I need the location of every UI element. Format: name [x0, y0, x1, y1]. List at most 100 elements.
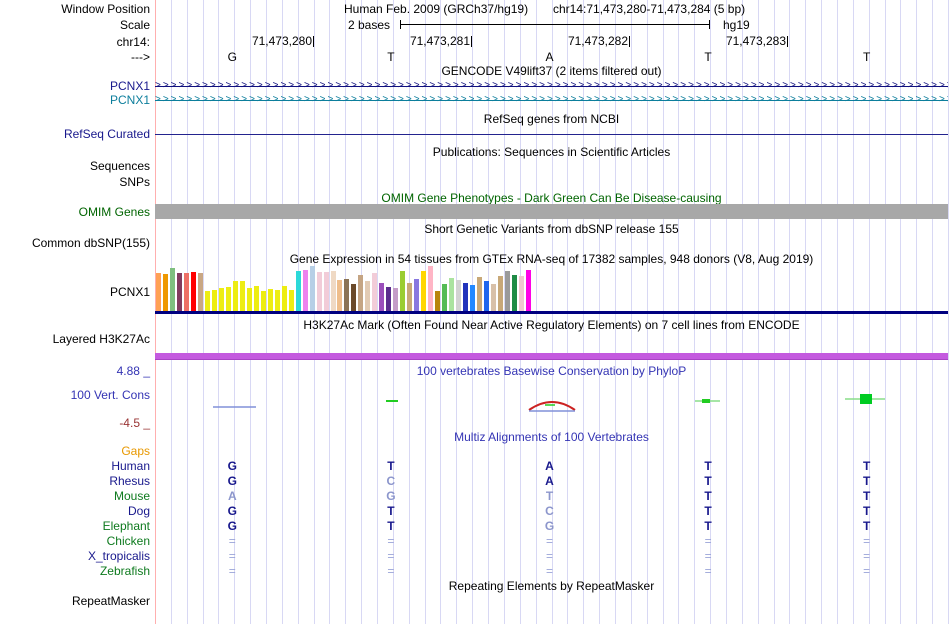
gtex-tissue-bar[interactable] [393, 288, 399, 311]
gtex-tissue-bar[interactable] [169, 268, 175, 311]
gtex-tissue-bar[interactable] [407, 283, 413, 311]
gtex-tissue-bar[interactable] [162, 274, 168, 311]
gtex-tissue-bar[interactable] [295, 271, 301, 311]
refseq-track-title[interactable]: RefSeq genes from NCBI [483, 112, 620, 126]
gtex-tissue-bar[interactable] [379, 283, 385, 311]
gtex-tissue-bar[interactable] [260, 291, 266, 311]
species-label[interactable]: Rhesus [109, 474, 150, 488]
multiz-species-row[interactable]: Human G T A T T [0, 459, 950, 474]
species-label[interactable]: Elephant [102, 519, 150, 533]
gtex-tissue-bar[interactable] [330, 271, 336, 311]
gtex-tissue-bar[interactable] [183, 273, 189, 311]
gtex-tissue-bar[interactable] [365, 281, 371, 311]
gtex-tissue-bar[interactable] [211, 290, 217, 311]
gtex-tissue-bar[interactable] [518, 276, 524, 311]
gaps-label[interactable]: Gaps [121, 444, 150, 458]
species-label[interactable]: Chicken [106, 534, 150, 548]
gtex-baseline[interactable] [155, 311, 948, 314]
gtex-tissue-bar[interactable] [386, 287, 392, 311]
omim-gene-bar[interactable] [155, 204, 948, 219]
layered-h3k27ac-label[interactable]: Layered H3K27Ac [52, 332, 150, 346]
gtex-tissue-bar[interactable] [477, 277, 483, 311]
gtex-tissue-bar[interactable] [225, 287, 231, 311]
gtex-tissue-bar[interactable] [525, 270, 531, 311]
gtex-tissue-bar[interactable] [274, 290, 280, 311]
gencode-gene-label[interactable]: PCNX1 [109, 79, 150, 93]
conservation-track[interactable] [155, 392, 948, 418]
gtex-tissue-bar[interactable] [428, 266, 434, 311]
gtex-tissue-bar[interactable] [156, 273, 161, 311]
repeatmasker-label[interactable]: RepeatMasker [71, 594, 150, 608]
h3k27ac-signal-bar[interactable] [155, 353, 948, 360]
gtex-gene-label[interactable]: PCNX1 [109, 285, 150, 299]
gtex-tissue-bar[interactable] [309, 266, 315, 311]
gtex-tissue-bar[interactable] [484, 281, 490, 311]
multiz-species-row[interactable]: Rhesus G C A T T [0, 474, 950, 489]
phylop-track-title[interactable]: 100 vertebrates Basewise Conservation by… [416, 364, 687, 378]
gtex-tissue-bar[interactable] [239, 281, 245, 311]
gtex-tissue-bar[interactable] [197, 273, 203, 311]
gtex-tissue-bar[interactable] [456, 280, 462, 311]
gtex-tissue-bar[interactable] [400, 271, 406, 311]
gtex-tissue-bar[interactable] [511, 275, 517, 311]
h3k27ac-track-title[interactable]: H3K27Ac Mark (Often Found Near Active Re… [303, 318, 800, 332]
publications-track-title[interactable]: Publications: Sequences in Scientific Ar… [432, 145, 671, 159]
gtex-tissue-bar[interactable] [253, 286, 259, 311]
gtex-tissue-bar[interactable] [323, 272, 329, 311]
multiz-species-row[interactable]: Mouse A G T T T [0, 489, 950, 504]
gtex-tissue-bar[interactable] [337, 280, 343, 311]
gtex-tissue-bar[interactable] [232, 281, 238, 311]
gencode-transcript-line[interactable]: >>>>>>>>>>>>>>>>>>>>>>>>>>>>>>>>>>>>>>>>… [155, 94, 948, 106]
gtex-track-title[interactable]: Gene Expression in 54 tissues from GTEx … [289, 252, 814, 266]
gtex-tissue-bar[interactable] [344, 279, 350, 311]
gencode-track-title[interactable]: GENCODE V49lift37 (2 items filtered out) [441, 64, 662, 78]
multiz-species-row[interactable]: Zebrafish = = = = = [0, 564, 950, 579]
gtex-tissue-bar[interactable] [190, 272, 196, 311]
species-label[interactable]: Zebrafish [99, 564, 150, 578]
gtex-tissue-bar[interactable] [414, 279, 420, 311]
gtex-tissue-bar[interactable] [358, 275, 364, 311]
snps-label[interactable]: SNPs [119, 175, 150, 189]
gtex-tissue-bar[interactable] [463, 283, 469, 311]
gtex-tissue-bar[interactable] [204, 291, 210, 311]
coordinate-tick [471, 36, 472, 47]
species-label[interactable]: Mouse [113, 489, 150, 503]
vert-cons-label[interactable]: 100 Vert. Cons [70, 388, 150, 402]
gtex-tissue-bar[interactable] [246, 288, 252, 311]
gencode-transcript-line[interactable]: >>>>>>>>>>>>>>>>>>>>>>>>>>>>>>>>>>>>>>>>… [155, 80, 948, 92]
multiz-species-row[interactable]: Dog G T C T T [0, 504, 950, 519]
species-label[interactable]: Human [111, 459, 150, 473]
multiz-species-row[interactable]: X_tropicalis = = = = = [0, 549, 950, 564]
gtex-tissue-bar[interactable] [302, 270, 308, 311]
gtex-tissue-bar[interactable] [218, 288, 224, 311]
omim-track-title[interactable]: OMIM Gene Phenotypes - Dark Green Can Be… [381, 191, 722, 205]
gtex-tissue-bar[interactable] [435, 291, 441, 311]
gencode-gene-label[interactable]: PCNX1 [109, 93, 150, 107]
repeatmasker-track-title[interactable]: Repeating Elements by RepeatMasker [448, 579, 655, 593]
gtex-tissue-bar[interactable] [176, 273, 182, 311]
refseq-curated-label[interactable]: RefSeq Curated [63, 127, 150, 141]
refseq-gene-line[interactable] [155, 134, 948, 135]
gtex-tissue-bar[interactable] [351, 284, 357, 311]
gtex-tissue-bar[interactable] [442, 284, 448, 311]
sequences-label[interactable]: Sequences [89, 159, 150, 173]
multiz-track-title[interactable]: Multiz Alignments of 100 Vertebrates [454, 430, 649, 444]
species-label[interactable]: Dog [127, 504, 150, 518]
gtex-tissue-bar[interactable] [316, 272, 322, 311]
gtex-tissue-bar[interactable] [288, 290, 294, 311]
gtex-tissue-bar[interactable] [470, 285, 476, 311]
gtex-tissue-bar[interactable] [421, 271, 427, 311]
gtex-tissue-bar[interactable] [505, 271, 510, 311]
multiz-species-row[interactable]: Chicken = = = = = [0, 534, 950, 549]
gtex-tissue-bar[interactable] [449, 278, 455, 311]
gtex-tissue-bar[interactable] [491, 284, 497, 311]
multiz-species-row[interactable]: Elephant G T G T T [0, 519, 950, 534]
gtex-tissue-bar[interactable] [267, 289, 273, 311]
gtex-tissue-bar[interactable] [281, 286, 287, 311]
dbsnp-track-title[interactable]: Short Genetic Variants from dbSNP releas… [424, 222, 679, 236]
gtex-tissue-bar[interactable] [498, 276, 504, 311]
omim-genes-label[interactable]: OMIM Genes [78, 205, 150, 219]
species-label[interactable]: X_tropicalis [87, 549, 150, 563]
common-dbsnp-label[interactable]: Common dbSNP(155) [31, 236, 150, 250]
gtex-tissue-bar[interactable] [372, 273, 378, 311]
